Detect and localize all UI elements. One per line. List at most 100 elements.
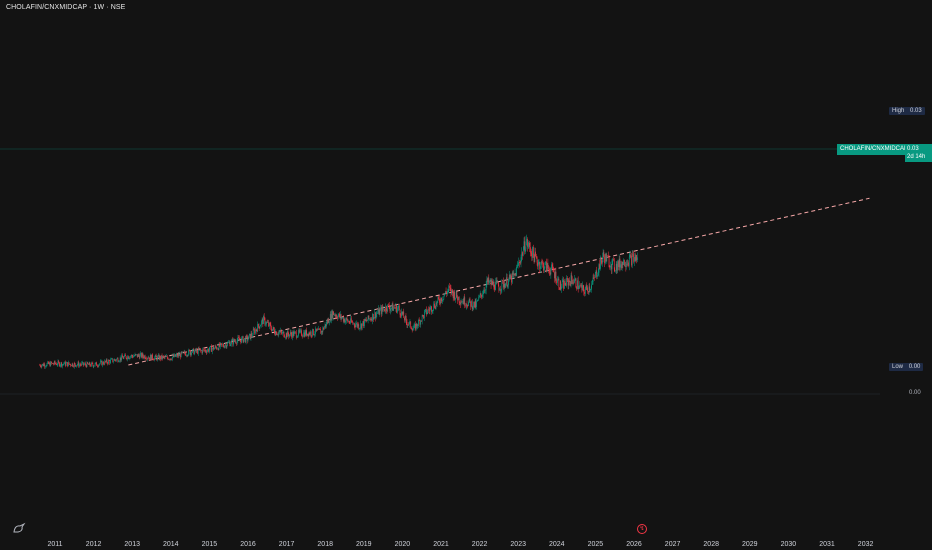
candle-body bbox=[369, 318, 371, 320]
candle-body bbox=[152, 354, 153, 359]
candle-body bbox=[234, 341, 236, 342]
candle-body bbox=[148, 357, 150, 359]
candle-body bbox=[160, 356, 161, 360]
lightning-event-icon[interactable]: ↯ bbox=[637, 524, 647, 534]
candle-body bbox=[408, 322, 410, 325]
candle-body bbox=[211, 346, 212, 352]
candle-body bbox=[149, 354, 151, 359]
candle-body bbox=[74, 363, 76, 366]
candle-body bbox=[351, 321, 353, 323]
candle-body bbox=[182, 351, 184, 353]
candle-body bbox=[92, 363, 94, 366]
candle-body bbox=[463, 297, 465, 304]
candle-body bbox=[282, 331, 284, 333]
candle-body bbox=[123, 356, 125, 359]
candle-body bbox=[513, 273, 515, 276]
candle-body bbox=[80, 364, 82, 366]
candle-body bbox=[45, 366, 46, 367]
candle-body bbox=[551, 264, 552, 270]
candle-body bbox=[39, 365, 41, 367]
candle-body bbox=[569, 280, 570, 283]
candle-body bbox=[503, 283, 505, 288]
candle-body bbox=[255, 329, 256, 334]
candle-body bbox=[576, 287, 578, 290]
candle-body bbox=[413, 328, 415, 329]
candle-body bbox=[166, 356, 168, 358]
candle-body bbox=[469, 298, 471, 302]
candle-body bbox=[197, 348, 199, 354]
candle-body bbox=[310, 331, 312, 336]
candle-body bbox=[318, 328, 320, 330]
candle-body bbox=[471, 301, 472, 307]
candle-body bbox=[117, 358, 119, 362]
candle-body bbox=[602, 252, 604, 258]
candle-body bbox=[466, 304, 468, 306]
candle-body bbox=[110, 359, 111, 364]
candle-body bbox=[474, 300, 476, 308]
candle-body bbox=[501, 280, 503, 289]
candle-body bbox=[577, 280, 579, 289]
candle-body bbox=[357, 324, 359, 327]
candle-body bbox=[462, 301, 463, 303]
candle-body bbox=[571, 275, 573, 280]
candle-body bbox=[221, 343, 223, 345]
candle-body bbox=[141, 353, 142, 358]
candle-body bbox=[592, 277, 594, 283]
candle-body bbox=[525, 249, 526, 252]
candle-body bbox=[434, 307, 436, 309]
candle-body bbox=[218, 343, 220, 350]
candle-body bbox=[270, 324, 272, 329]
candle-body bbox=[292, 331, 294, 336]
candle-body bbox=[300, 330, 302, 331]
candle-body bbox=[227, 342, 229, 346]
candle-body bbox=[571, 279, 573, 284]
candle-body bbox=[477, 300, 479, 301]
candle-body bbox=[241, 337, 242, 343]
candle-body bbox=[135, 354, 137, 355]
candle-body bbox=[161, 355, 163, 359]
candle-body bbox=[442, 299, 444, 300]
candle-body bbox=[424, 311, 425, 319]
candle-body bbox=[380, 307, 381, 310]
candle-body bbox=[482, 293, 484, 295]
candle-body bbox=[362, 321, 364, 324]
candle-body bbox=[343, 318, 345, 322]
candle-body bbox=[119, 360, 120, 362]
candle-body bbox=[275, 331, 277, 336]
candle-body bbox=[527, 239, 528, 247]
candle-body bbox=[461, 302, 463, 303]
candle-body bbox=[261, 321, 262, 326]
candle-body bbox=[186, 355, 188, 356]
candle-body bbox=[236, 343, 237, 344]
tradingview-logo-icon[interactable] bbox=[12, 521, 26, 535]
trendline[interactable] bbox=[128, 197, 870, 366]
x-tick-label: 2020 bbox=[395, 541, 411, 548]
candle-body bbox=[512, 272, 514, 276]
candle-body bbox=[48, 361, 49, 364]
candle-body bbox=[59, 362, 60, 367]
candle-body bbox=[627, 262, 629, 265]
candle-body bbox=[590, 288, 592, 289]
candle-body bbox=[239, 337, 240, 340]
candle-body bbox=[408, 324, 409, 326]
candle-body bbox=[503, 281, 504, 288]
candle-body bbox=[304, 332, 305, 337]
candle-body bbox=[610, 265, 612, 270]
candle-body bbox=[371, 319, 373, 322]
candles-group bbox=[39, 234, 638, 369]
candle-body bbox=[280, 330, 282, 333]
candle-body bbox=[458, 296, 459, 301]
candle-body bbox=[122, 357, 124, 359]
candle-body bbox=[595, 270, 597, 274]
candle-body bbox=[549, 272, 551, 275]
chart-title: CHOLAFIN/CNXMIDCAP · 1W · NSE bbox=[6, 4, 126, 11]
candle-body bbox=[579, 285, 581, 289]
x-tick-label: 2028 bbox=[703, 541, 719, 548]
candle-body bbox=[208, 349, 210, 352]
candle-body bbox=[65, 363, 67, 366]
candle-body bbox=[69, 364, 71, 365]
candle-body bbox=[274, 333, 276, 336]
candle-body bbox=[297, 335, 299, 338]
candle-body bbox=[285, 333, 287, 338]
